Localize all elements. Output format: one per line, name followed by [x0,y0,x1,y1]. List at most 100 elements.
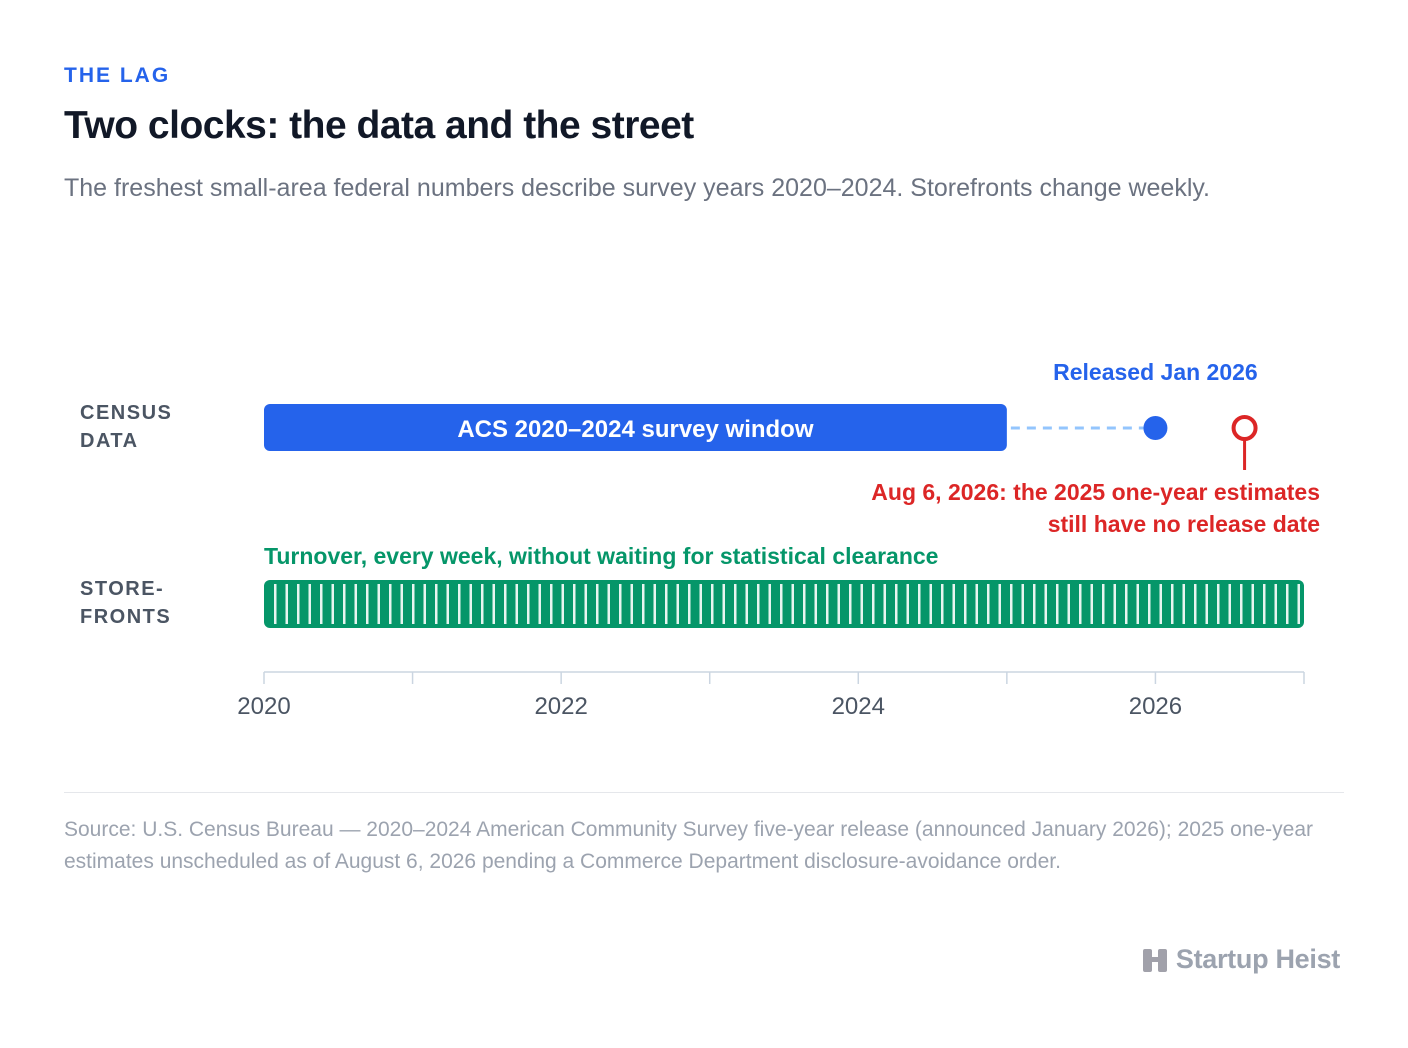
x-tick-label-2024: 2024 [832,693,885,720]
turnover-week-stripe [1010,584,1013,624]
turnover-week-stripe [1274,584,1277,624]
x-tick-label-2020: 2020 [237,693,290,720]
turnover-week-stripe [377,584,380,624]
turnover-week-stripe [1102,584,1105,624]
turnover-week-stripe [1021,584,1024,624]
survey-window-label: ACS 2020–2024 survey window [457,416,814,443]
turnover-week-stripe [987,584,990,624]
turnover-week-stripe [734,584,737,624]
turnover-week-stripe [745,584,748,624]
turnover-week-stripe [492,584,495,624]
pending-label-line1: Aug 6, 2026: the 2025 one-year estimates [871,479,1320,505]
pending-marker [1231,415,1258,441]
turnover-week-stripe [1079,584,1082,624]
turnover-week-stripe [446,584,449,624]
turnover-week-stripe [768,584,771,624]
turnover-week-stripe [619,584,622,624]
turnover-week-stripe [1217,584,1220,624]
turnover-week-stripe [1113,584,1116,624]
turnover-week-stripe [1125,584,1128,624]
turnover-week-stripe [826,584,829,624]
turnover-week-stripe [883,584,886,624]
turnover-week-stripe [1182,584,1185,624]
turnover-week-stripe [573,584,576,624]
turnover-week-stripe [872,584,875,624]
turnover-week-stripe [412,584,415,624]
turnover-week-stripe [1067,584,1070,624]
source-note: Source: U.S. Census Bureau — 2020–2024 A… [64,818,1314,873]
chart-title: Two clocks: the data and the street [64,104,694,147]
turnover-week-stripe [837,584,840,624]
turnover-week-stripe [285,584,288,624]
turnover-week-stripe [469,584,472,624]
turnover-week-stripe [699,584,702,624]
row-label-census-line1: CENSUS [80,402,172,424]
turnover-week-stripe [1148,584,1151,624]
turnover-week-stripe [584,584,587,624]
turnover-week-stripe [354,584,357,624]
turnover-week-stripe [791,584,794,624]
turnover-week-stripe [895,584,898,624]
release-marker [1143,416,1168,440]
turnover-week-stripe [918,584,921,624]
turnover-week-stripe [1033,584,1036,624]
turnover-week-stripe [803,584,806,624]
release-label: Released Jan 2026 [1053,359,1258,385]
building-icon [1142,947,1168,973]
turnover-week-stripe [343,584,346,624]
brand-logo: Startup Heist [1142,944,1340,975]
turnover-week-stripe [1205,584,1208,624]
turnover-week-stripe [1159,584,1162,624]
turnover-week-stripe [1090,584,1093,624]
turnover-week-stripe [964,584,967,624]
turnover-week-stripe [849,584,852,624]
turnover-week-stripe [975,584,978,624]
turnover-week-stripe [1056,584,1059,624]
chart-subtitle: The freshest small-area federal numbers … [64,174,1210,202]
turnover-week-stripe [320,584,323,624]
turnover-week-stripe [860,584,863,624]
turnover-week-stripe [780,584,783,624]
turnover-week-stripe [504,584,507,624]
row-label-storefronts-line2: FRONTS [80,606,171,628]
turnover-week-stripe [308,584,311,624]
turnover-bar [264,580,1304,628]
turnover-week-stripe [435,584,438,624]
turnover-week-stripe [538,584,541,624]
turnover-week-stripe [366,584,369,624]
turnover-week-stripe [676,584,679,624]
footer-divider [64,792,1344,793]
turnover-week-stripe [665,584,668,624]
turnover-week-stripe [1171,584,1174,624]
turnover-week-stripe [1251,584,1254,624]
turnover-week-stripe [400,584,403,624]
turnover-week-stripe [1240,584,1243,624]
turnover-week-stripe [757,584,760,624]
pending-label-line2: still have no release date [1048,511,1320,537]
row-label-storefronts-line1: STORE- [80,578,164,600]
turnover-week-stripe [929,584,932,624]
turnover-week-stripe [722,584,725,624]
timeline-chart: CENSUS DATA STORE- FRONTS ACS 2020–2024 … [80,359,1320,720]
turnover-week-stripe [630,584,633,624]
x-tick-label-2022: 2022 [534,693,587,720]
turnover-week-stripe [596,584,599,624]
turnover-week-stripe [814,584,817,624]
x-axis-ticks [263,672,1305,684]
turnover-week-stripe [423,584,426,624]
turnover-week-stripe [998,584,1001,624]
turnover-week-stripe [906,584,909,624]
turnover-week-stripe [711,584,714,624]
turnover-week-stripe [1286,584,1289,624]
brand-name: Startup Heist [1175,944,1340,974]
turnover-week-stripe [550,584,553,624]
turnover-week-stripe [941,584,944,624]
turnover-week-stripe [527,584,530,624]
turnover-week-stripe [389,584,392,624]
turnover-week-stripe [274,584,277,624]
turnover-weekly-stripes [274,584,1300,624]
turnover-week-stripe [561,584,564,624]
survey-window-bar [264,404,1007,451]
turnover-week-stripe [1136,584,1139,624]
x-tick-label-2026: 2026 [1129,693,1182,720]
